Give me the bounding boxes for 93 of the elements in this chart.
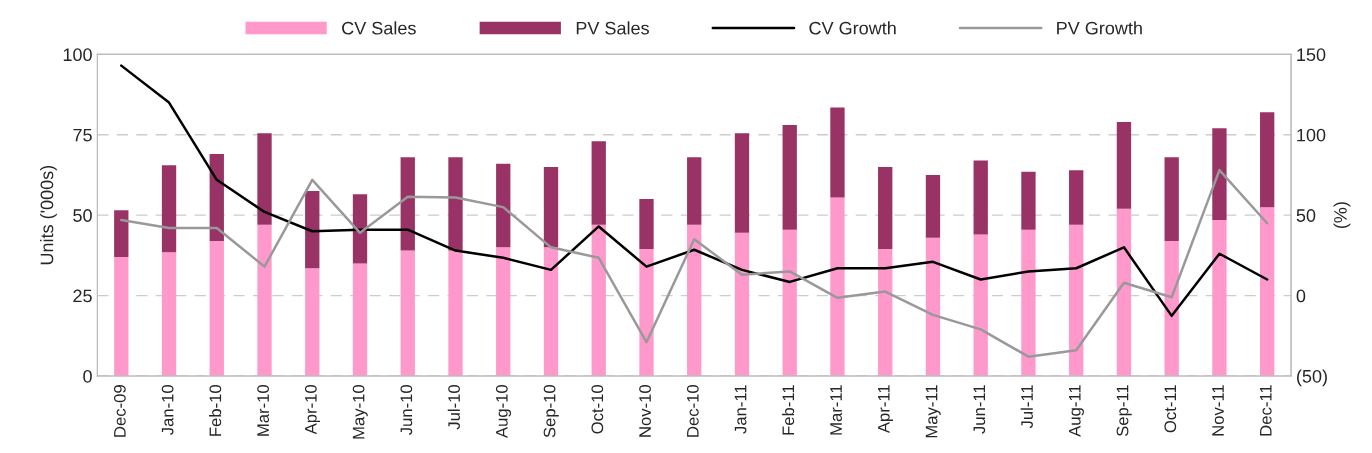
x-tick-label: Jul-11 <box>1020 385 1033 429</box>
legend-label: CV Growth <box>809 21 896 35</box>
x-tick-label: Jun-10 <box>400 384 413 436</box>
bar <box>878 248 893 376</box>
x-tick-label: Feb-11 <box>781 385 795 435</box>
bar <box>1021 229 1036 376</box>
bar <box>1069 224 1084 376</box>
bar <box>591 224 606 376</box>
bar <box>687 157 702 225</box>
y2-tick-label: 50 <box>1296 209 1316 222</box>
x-tick-label: Jul-10 <box>447 384 460 430</box>
bar <box>925 174 941 238</box>
x-tick-label: Nov-11 <box>1212 385 1224 436</box>
bar <box>1021 171 1036 230</box>
bar <box>973 234 988 376</box>
bar <box>973 160 988 235</box>
bar <box>543 247 559 376</box>
bar <box>400 157 415 251</box>
y-axis-title: Units ('000s) <box>40 165 57 265</box>
x-tick-label: Mar-11 <box>830 385 842 435</box>
x-tick-label: Nov-10 <box>639 384 651 437</box>
bar <box>352 263 368 376</box>
y-tick-label: 75 <box>73 128 92 142</box>
x-tick-label: Dec-09 <box>113 385 126 437</box>
bar <box>1212 220 1227 376</box>
bar <box>1116 208 1132 376</box>
bar <box>400 250 415 376</box>
x-tick-label: Dec-10 <box>686 384 699 437</box>
y2-tick-label: (50) <box>1297 369 1327 387</box>
x-tick-label: Apr-10 <box>304 384 321 435</box>
bar <box>305 191 320 269</box>
x-tick-label: Mar-10 <box>257 384 269 436</box>
x-tick-label: Sep-10 <box>543 384 559 438</box>
x-tick-label: Jun-11 <box>973 385 986 434</box>
x-tick-label: Oct-11 <box>1164 385 1177 433</box>
bar <box>448 250 463 376</box>
legend-label: CV Sales <box>342 21 416 35</box>
bar <box>830 197 845 376</box>
y-tick-label: 100 <box>63 48 92 62</box>
bar <box>161 165 177 253</box>
bar <box>830 107 845 198</box>
bar <box>161 252 177 376</box>
bar <box>209 240 224 376</box>
bar <box>1069 170 1084 225</box>
bar <box>1164 240 1179 376</box>
bar <box>543 166 559 248</box>
legend-label: PV Sales <box>576 21 649 35</box>
bar <box>1212 128 1227 220</box>
y2-axis-title: (%) <box>1333 202 1351 229</box>
x-tick-label: Jan-11 <box>734 385 747 434</box>
x-tick-label: Oct-10 <box>591 384 604 434</box>
bar <box>1164 157 1179 241</box>
bar <box>209 154 224 241</box>
y-tick-label: 25 <box>73 289 92 303</box>
x-tick-label: May-10 <box>352 384 368 439</box>
y-tick-label: 0 <box>83 369 92 383</box>
x-tick-label: Aug-11 <box>1069 385 1084 437</box>
x-tick-label: Apr-11 <box>878 385 893 434</box>
x-tick-label: Dec-11 <box>1260 385 1272 436</box>
bar <box>1116 121 1132 209</box>
y2-tick-label: 100 <box>1297 128 1326 142</box>
bar <box>639 248 654 376</box>
bar <box>257 224 272 376</box>
x-tick-label: Feb-10 <box>209 384 222 436</box>
bar <box>114 256 129 376</box>
x-tick-label: Sep-11 <box>1116 385 1132 437</box>
bar <box>114 210 129 257</box>
y2-tick-label: 150 <box>1297 48 1326 62</box>
bar <box>639 199 654 249</box>
bar <box>878 166 893 249</box>
line-series <box>120 64 1269 318</box>
line-series <box>120 168 1269 358</box>
bar <box>1260 207 1275 376</box>
y-tick-label: 50 <box>73 209 92 222</box>
bar <box>352 194 368 264</box>
bar <box>448 157 463 251</box>
bar <box>496 247 511 376</box>
bar <box>687 224 702 376</box>
y2-tick-label: 0 <box>1296 289 1306 303</box>
bar <box>1260 112 1275 208</box>
x-tick-label: Jan-10 <box>161 384 174 436</box>
bar <box>782 125 797 230</box>
legend-label: PV Growth <box>1057 21 1142 35</box>
x-tick-label: May-11 <box>925 385 941 438</box>
bar <box>305 268 320 376</box>
bar <box>925 237 941 376</box>
bar <box>782 229 797 376</box>
x-tick-label: Aug-10 <box>495 384 512 439</box>
bar <box>591 141 606 225</box>
bar <box>734 232 750 376</box>
bar <box>496 163 511 248</box>
bar <box>257 133 272 225</box>
bar <box>734 133 750 233</box>
